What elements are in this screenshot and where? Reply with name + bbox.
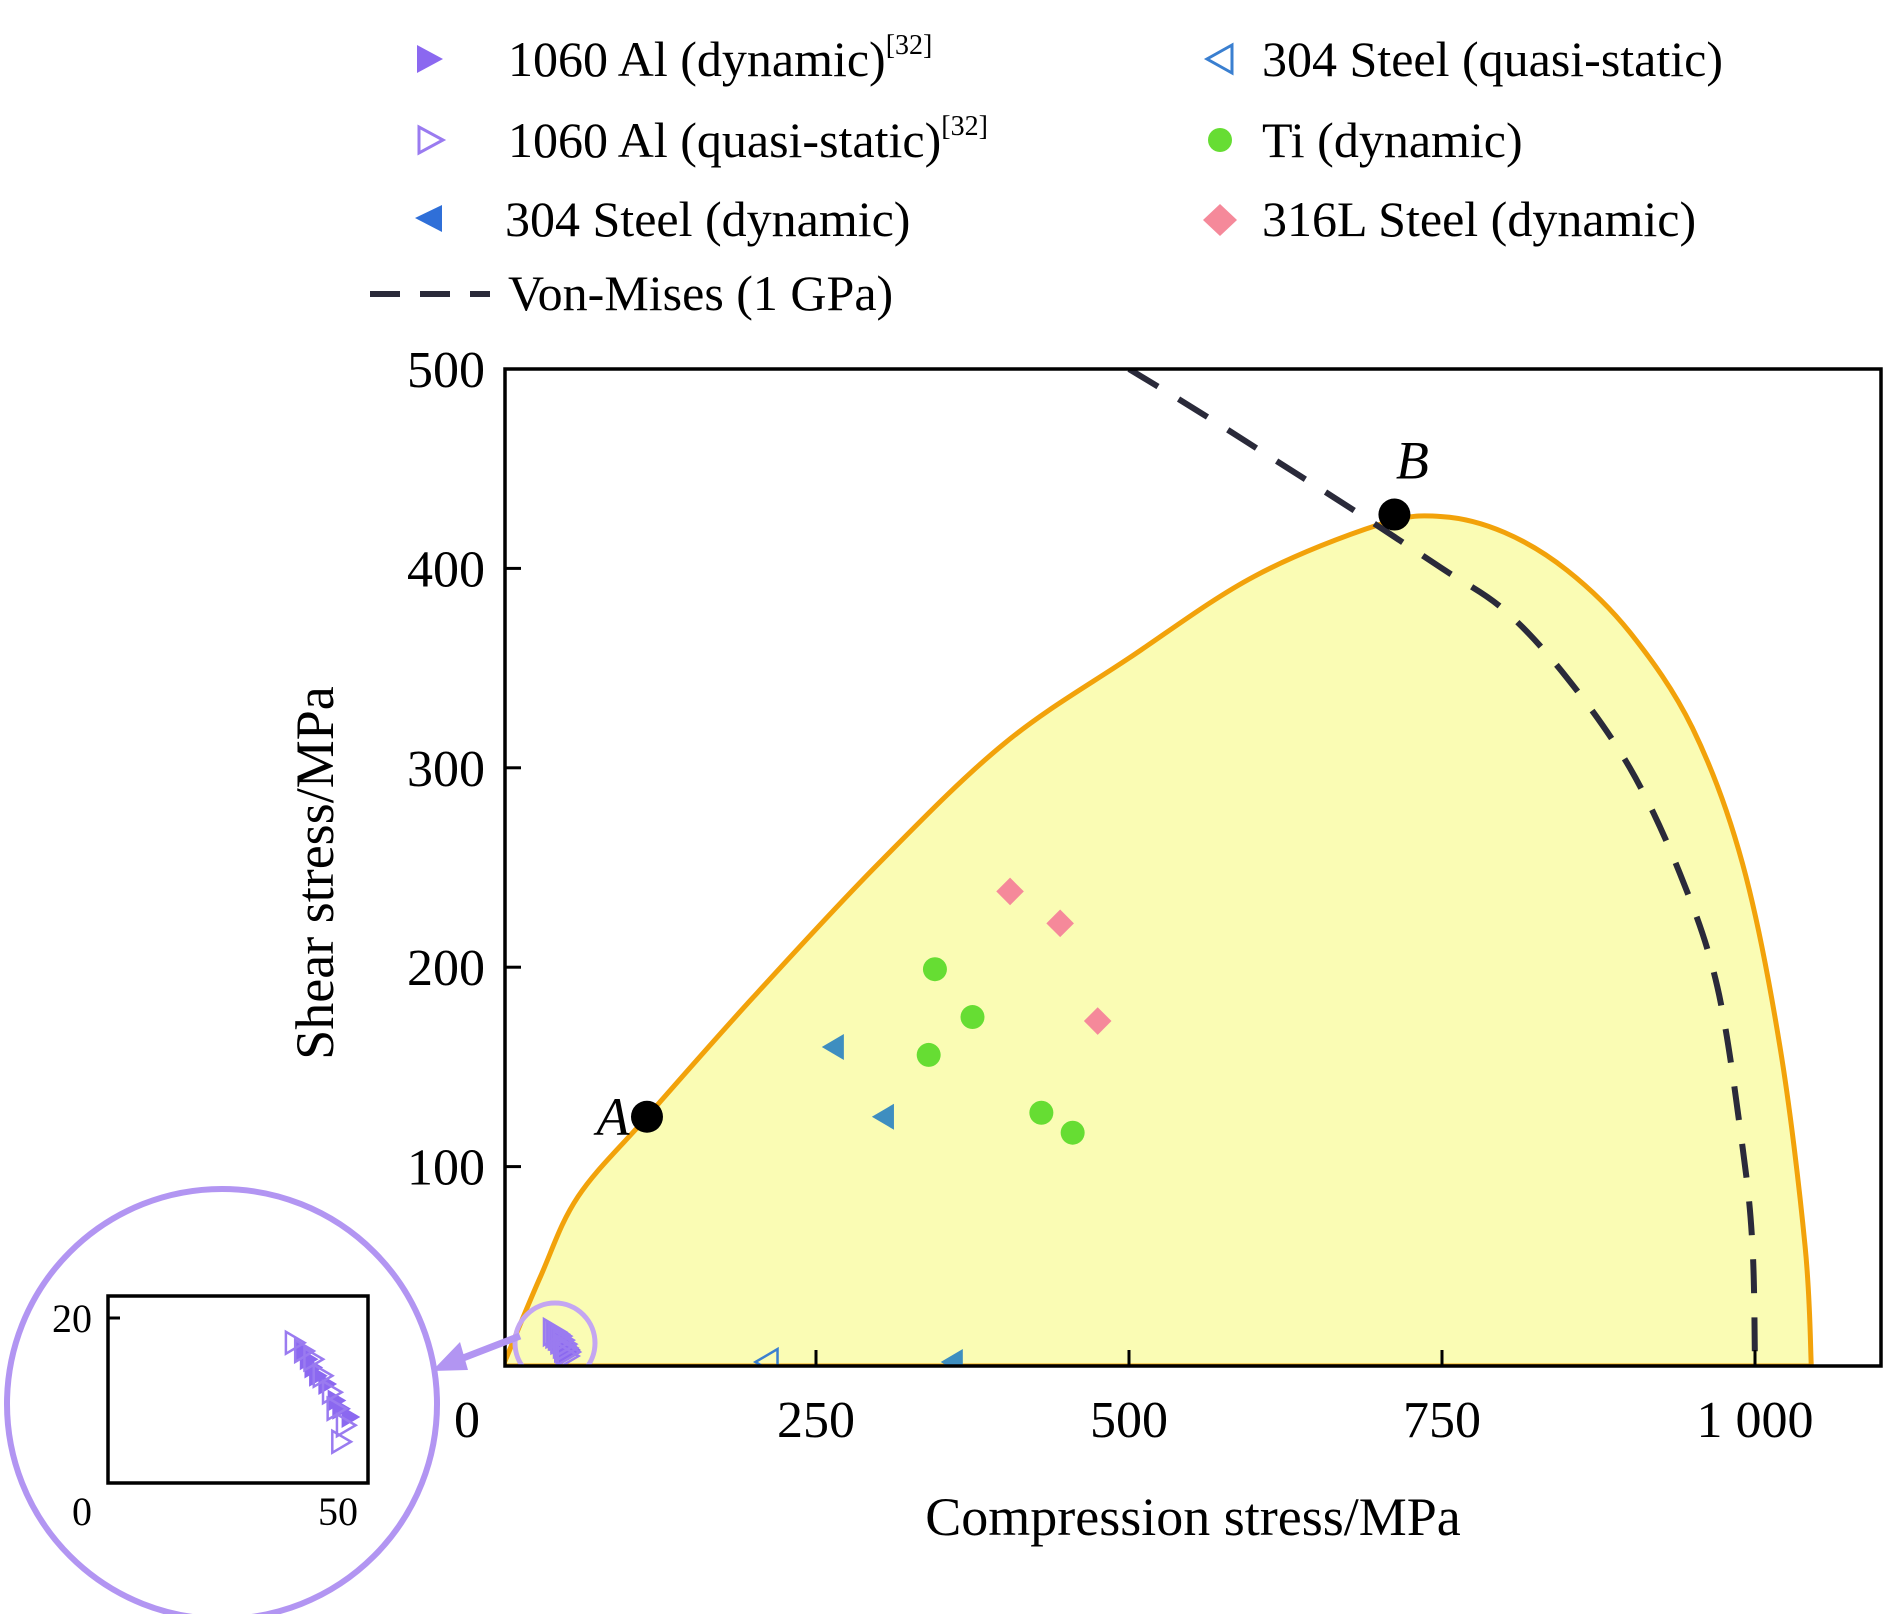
legend-item-al-dyn: 1060 Al (dynamic)[32] bbox=[417, 30, 932, 87]
y-tick-label-200: 200 bbox=[407, 940, 485, 997]
inset-arrowhead bbox=[432, 1342, 468, 1371]
legend-marker-316l bbox=[1203, 204, 1237, 236]
marker-al_qs-2 bbox=[547, 1320, 574, 1352]
inset-marker-al_qs-6 bbox=[335, 1412, 359, 1439]
point-B bbox=[1378, 498, 1411, 531]
marker-st304_qs-0 bbox=[752, 1346, 779, 1366]
marker-st304_dyn-2 bbox=[940, 1349, 963, 1366]
plot-content bbox=[505, 369, 1814, 1366]
inset-frame bbox=[106, 1294, 370, 1485]
x-tick-label-0: 0 bbox=[454, 1392, 480, 1449]
legend-label-304-qs: 304 Steel (quasi-static) bbox=[1262, 31, 1723, 87]
marker-al_qs-4 bbox=[552, 1328, 579, 1360]
legend-label-al-dyn: 1060 Al (dynamic)[32] bbox=[508, 30, 932, 87]
legend-item-304-dyn: 304 Steel (dynamic) bbox=[415, 191, 910, 247]
point-label-A: A bbox=[593, 1087, 630, 1147]
legend-item-ti: Ti (dynamic) bbox=[1208, 112, 1523, 168]
inset-marker-al_dyn-7 bbox=[341, 1406, 361, 1428]
marker-al_qs-5 bbox=[553, 1332, 580, 1364]
marker-st316_dyn-0 bbox=[996, 877, 1024, 906]
marker-st316_dyn-2 bbox=[1083, 1007, 1112, 1035]
data-markers bbox=[542, 877, 1112, 1366]
marker-ti_dyn-0 bbox=[922, 957, 947, 982]
marker-ti_dyn-2 bbox=[916, 1042, 941, 1067]
legend: 1060 Al (dynamic)[32] 1060 Al (quasi-sta… bbox=[370, 30, 1723, 321]
inset-y-tick-label: 20 bbox=[52, 1296, 92, 1341]
inset-marker-al_qs-4 bbox=[321, 1379, 345, 1406]
x-tick-label-250: 250 bbox=[777, 1392, 855, 1449]
marker-ti_dyn-4 bbox=[1060, 1120, 1085, 1145]
marker-al_qs-7 bbox=[555, 1340, 582, 1366]
y-tick-label-300: 300 bbox=[407, 741, 485, 798]
legend-label-316l: 316L Steel (dynamic) bbox=[1262, 191, 1696, 247]
y-tick-label-500: 500 bbox=[407, 342, 485, 399]
inset-markers bbox=[284, 1329, 361, 1455]
legend-marker-al-dyn bbox=[417, 45, 443, 73]
legend-marker-al-qs bbox=[417, 124, 447, 156]
legend-label-304-dyn: 304 Steel (dynamic) bbox=[505, 191, 910, 247]
legend-label-ti: Ti (dynamic) bbox=[1262, 112, 1523, 168]
marker-ti_dyn-3 bbox=[1029, 1100, 1054, 1125]
x-tick-label-1000: 1 000 bbox=[1697, 1392, 1814, 1449]
inset-x-tick-label-50: 50 bbox=[318, 1489, 358, 1534]
legend-marker-ti bbox=[1208, 128, 1232, 152]
y-tick-label-100: 100 bbox=[407, 1140, 485, 1197]
x-axis-label: Compression stress/MPa bbox=[925, 1487, 1461, 1547]
legend-item-al-qs: 1060 Al (quasi-static)[32] bbox=[417, 111, 988, 168]
legend-item-316l: 316L Steel (dynamic) bbox=[1203, 191, 1696, 247]
plot-frame bbox=[503, 367, 1883, 1368]
marker-ti_dyn-1 bbox=[960, 1005, 985, 1030]
marker-st304_dyn-0 bbox=[821, 1033, 844, 1060]
legend-label-al-qs: 1060 Al (quasi-static)[32] bbox=[508, 111, 988, 168]
marker-st316_dyn-1 bbox=[1046, 909, 1074, 938]
legend-marker-304-qs bbox=[1203, 42, 1234, 76]
inset-marker-al_qs-7 bbox=[331, 1428, 354, 1455]
inset-circle bbox=[4, 1186, 440, 1614]
legend-label-von-mises: Von-Mises (1 GPa) bbox=[508, 265, 893, 321]
y-tick-label-400: 400 bbox=[407, 541, 485, 598]
envelope-region bbox=[505, 513, 1814, 1366]
x-tick-label-750: 750 bbox=[1403, 1392, 1481, 1449]
legend-item-304-qs: 304 Steel (quasi-static) bbox=[1203, 31, 1723, 87]
legend-item-von-mises: Von-Mises (1 GPa) bbox=[370, 265, 893, 321]
marker-st304_dyn-1 bbox=[871, 1103, 894, 1130]
point-A bbox=[630, 1100, 663, 1133]
von-mises-curve bbox=[1127, 369, 1758, 1366]
inset-x-tick-label-0: 0 bbox=[72, 1489, 92, 1534]
legend-marker-304-dyn bbox=[415, 205, 442, 232]
special-points: AB bbox=[593, 431, 1428, 1147]
zoom-circle bbox=[512, 1300, 598, 1366]
inset-zoom: 20 0 50 bbox=[4, 1186, 522, 1614]
marker-al_qs-6 bbox=[556, 1336, 583, 1366]
point-label-B: B bbox=[1396, 431, 1429, 491]
y-axis-label: Shear stress/MPa bbox=[285, 686, 345, 1059]
axis-ticks: 0 250 500 750 1 000 100 200 300 400 500 bbox=[407, 342, 1814, 1449]
x-tick-label-500: 500 bbox=[1090, 1392, 1168, 1449]
